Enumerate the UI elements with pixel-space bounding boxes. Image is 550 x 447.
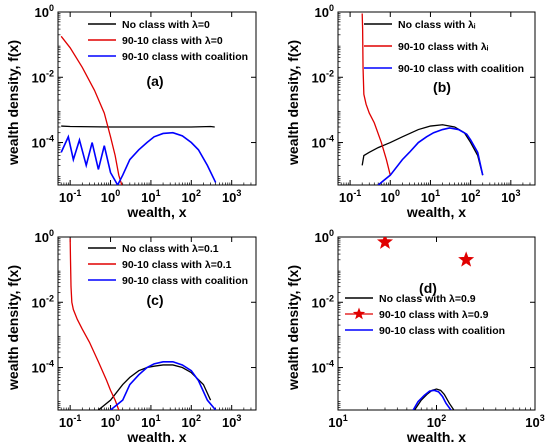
series-line-2: [69, 238, 120, 410]
panel-label: (c): [146, 292, 163, 308]
series-line-2: [60, 35, 123, 185]
chart-panel-2: 10-1 100 101 102 103 100 10-2 10-4 wealth, x weal…: [285, 3, 536, 220]
x-tick-label: 101: [141, 413, 160, 430]
data-point-marker: [458, 251, 475, 267]
y-tick-label: 10-2: [312, 68, 334, 85]
x-tick-label: 101: [141, 188, 160, 205]
x-tick-label: 103: [222, 413, 241, 430]
x-tick-label: 100: [101, 188, 120, 205]
chart-panel-3: 10-1 100 101 102 103 100 10-2 10-4 wealth, x weal…: [5, 228, 257, 445]
series-line-3: [60, 131, 217, 185]
chart-panel-4: 101 102 103 100 10-2 10-4 wealth, x wealth dens…: [285, 228, 545, 445]
x-tick-label: 102: [182, 188, 201, 205]
legend-entry-label: 90-10 class with coalition: [379, 325, 505, 337]
series-line-1: [414, 388, 455, 410]
y-tick-label: 100: [315, 3, 334, 20]
series-group: [69, 238, 217, 410]
plot-frame: [337, 11, 536, 186]
series-group: [376, 237, 475, 410]
plot-frame: [57, 236, 257, 411]
panel-label: (d): [419, 280, 437, 296]
legend-entry-label: 90-10 class with λᵢ: [398, 41, 489, 53]
y-axis-label: wealth density, f(x): [5, 40, 21, 166]
series-line-2: [361, 13, 391, 176]
x-axis-label: wealth, x: [406, 429, 466, 442]
series-line-1: [97, 364, 212, 410]
panel-label: (a): [146, 73, 163, 89]
y-tick-label: 100: [35, 228, 54, 245]
y-tick-label: 100: [35, 3, 54, 20]
x-tick-label: 10-1: [59, 413, 81, 430]
legend-marker: [352, 307, 366, 320]
panel-label: (b): [433, 79, 451, 95]
x-tick-label: 102: [182, 413, 201, 430]
y-tick-label: 10-4: [312, 359, 334, 376]
x-tick-label: 101: [421, 188, 440, 205]
y-tick-label: 10-4: [32, 359, 54, 376]
x-tick-label: 100: [381, 188, 400, 205]
x-axis-label: wealth, x: [406, 204, 466, 220]
series-line-1: [361, 124, 484, 176]
series-group: [361, 13, 484, 185]
x-tick-label: 102: [427, 413, 446, 430]
x-tick-label: 101: [328, 413, 347, 430]
y-axis-label: wealth density, f(x): [285, 265, 301, 391]
series-group: [60, 35, 217, 185]
legend-entry-label: 90-10 class with λ=0: [122, 35, 223, 47]
legend-entry-label: 90-10 class with coalition: [122, 275, 248, 287]
x-axis-label: wealth, x: [126, 204, 186, 220]
y-tick-label: 10-2: [32, 293, 54, 310]
x-tick-label: 103: [501, 188, 520, 205]
x-axis-label: wealth, x: [126, 429, 186, 442]
y-axis-label: wealth density, f(x): [5, 265, 21, 391]
series-line-3: [377, 127, 484, 185]
series-line-3: [110, 360, 217, 410]
y-axis-label: wealth density, f(x): [285, 40, 301, 166]
legend-entry-label: 90-10 class with λ=0.9: [379, 309, 489, 321]
y-tick-label: 100: [315, 228, 334, 245]
legend-entry-label: No class with λᵢ: [398, 19, 476, 31]
series-line-1: [61, 125, 215, 128]
x-tick-label: 103: [525, 413, 544, 430]
x-tick-label: 10-1: [59, 188, 81, 205]
x-tick-label: 102: [461, 188, 480, 205]
x-tick-label: 10-1: [339, 188, 361, 205]
legend-entry-label: No class with λ=0.9: [379, 293, 476, 305]
y-tick-label: 10-2: [32, 68, 54, 85]
plot-frame: [337, 236, 536, 411]
legend-entry-label: No class with λ=0.1: [122, 243, 219, 255]
legend-entry-label: No class with λ=0: [122, 19, 210, 31]
x-tick-label: 100: [101, 413, 120, 430]
data-point-marker: [376, 237, 394, 249]
plot-frame: [57, 11, 257, 186]
series-line-3: [412, 389, 452, 410]
y-tick-label: 10-2: [312, 293, 334, 310]
legend-entry-label: 90-10 class with coalition: [398, 63, 524, 75]
chart-panel-1: 10-1 100 101 102 103 100 10-2 10-4 wealth, x weal…: [5, 3, 257, 220]
legend-entry-label: 90-10 class with coalition: [122, 51, 248, 63]
y-tick-label: 10-4: [32, 134, 54, 151]
legend-entry-label: 90-10 class with λ=0.1: [122, 259, 232, 271]
y-tick-label: 10-4: [312, 134, 334, 151]
x-tick-label: 103: [222, 188, 241, 205]
